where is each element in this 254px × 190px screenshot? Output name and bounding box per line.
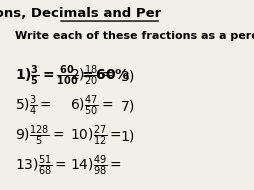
Text: $7)$: $7)$ [120,98,135,114]
Text: $2)\frac{18}{20} =$: $2)\frac{18}{20} =$ [70,64,113,89]
Text: $13)\frac{51}{68} =$: $13)\frac{51}{68} =$ [15,154,67,178]
Text: $5)\frac{3}{4} =$: $5)\frac{3}{4} =$ [15,94,52,118]
Text: $3)$: $3)$ [120,68,135,84]
Text: $\mathbf{1)\frac{3}{5} = \frac{60}{100} = 60\%}$: $\mathbf{1)\frac{3}{5} = \frac{60}{100} … [15,64,131,89]
Text: $14)\frac{49}{98} =$: $14)\frac{49}{98} =$ [70,154,122,178]
Text: $6)\frac{47}{50} =$: $6)\frac{47}{50} =$ [70,94,113,118]
Text: $1)$: $1)$ [120,128,135,144]
Text: Fractions, Decimals and Per: Fractions, Decimals and Per [0,7,161,20]
Text: $10)\frac{27}{12} =$: $10)\frac{27}{12} =$ [70,124,122,148]
Text: $9)\frac{128}{5} =$: $9)\frac{128}{5} =$ [15,124,65,148]
Text: Write each of these fractions as a percentage: Write each of these fractions as a perce… [15,31,254,41]
